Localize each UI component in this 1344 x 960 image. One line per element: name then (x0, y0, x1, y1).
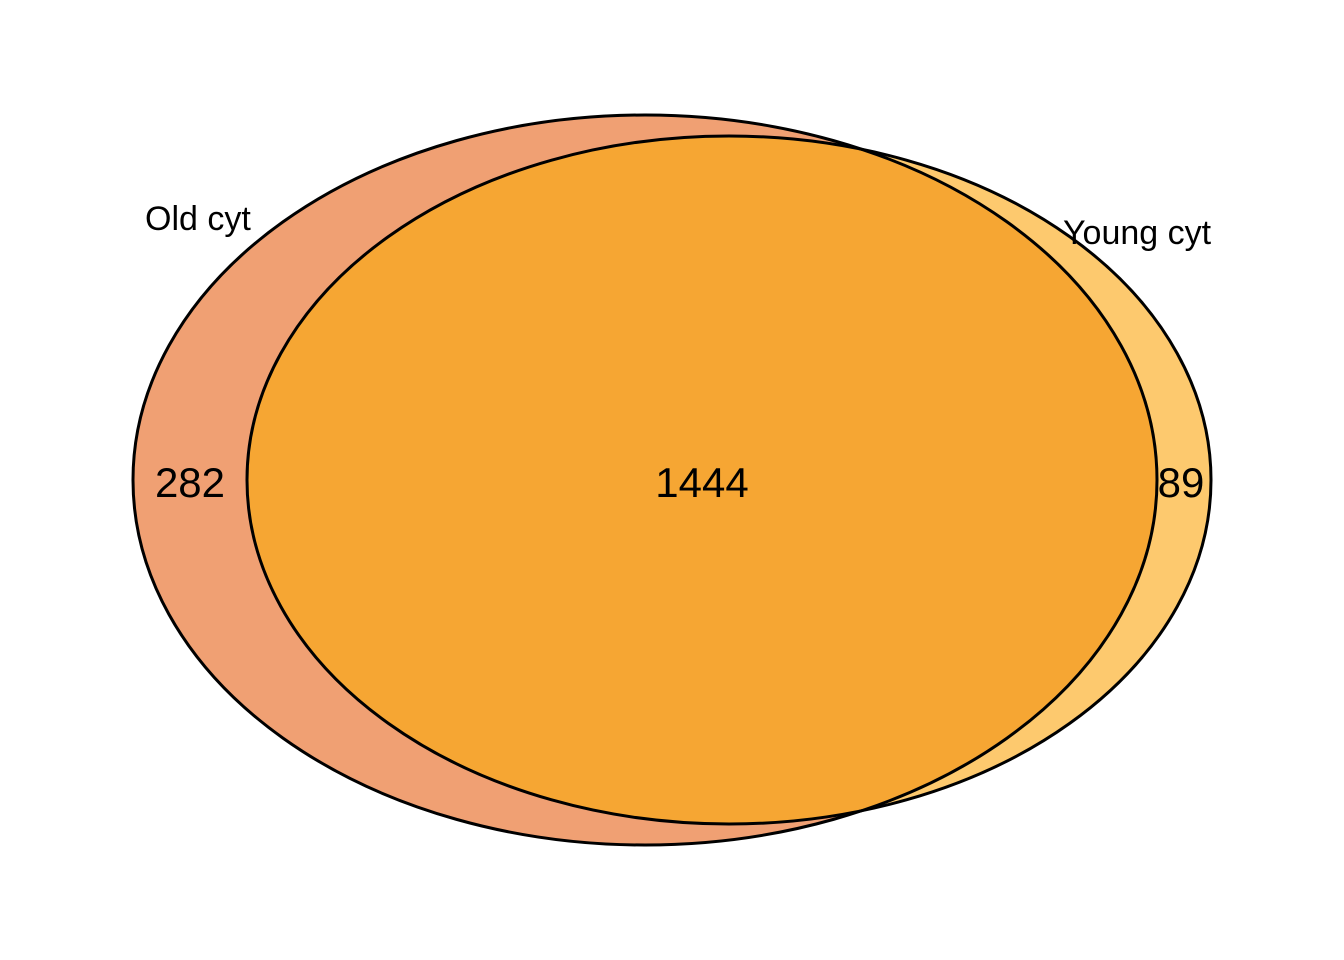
set-label-old-cyt: Old cyt (145, 200, 251, 238)
count-young-only: 89 (1158, 459, 1205, 506)
count-old-only: 282 (155, 459, 225, 506)
count-intersection: 1444 (655, 459, 748, 506)
set-label-young-cyt: Young cyt (1063, 214, 1212, 252)
set-young-cyt-outline (245, 134, 1213, 826)
intersection-region (247, 136, 1157, 824)
set-old-cyt-outline (131, 113, 1159, 847)
